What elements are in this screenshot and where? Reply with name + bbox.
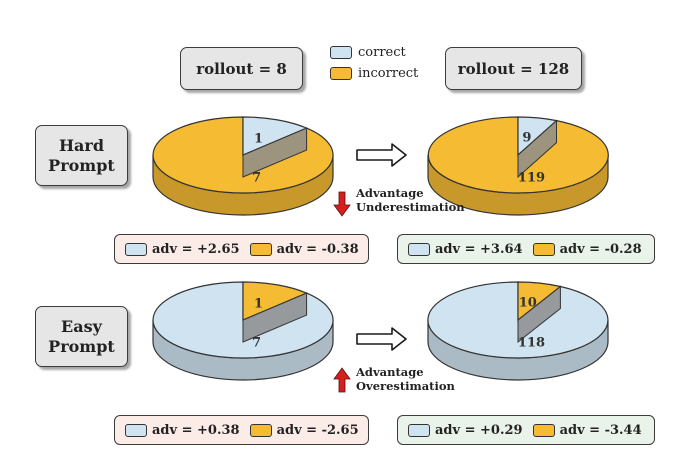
adv-box-hard-rollout-128: adv = +3.64 adv = -0.28 (397, 234, 655, 264)
pie-cut-wall (517, 285, 561, 344)
correct-swatch (330, 46, 352, 59)
adv-incorrect: adv = -0.38 (249, 241, 359, 257)
transition-arrow-icon (356, 143, 407, 167)
hard-prompt-label: Hard Prompt (35, 125, 128, 186)
legend-correct-label: correct (358, 45, 406, 60)
pie-large-count: 118 (518, 336, 545, 351)
rollout-128-header: rollout = 128 (445, 47, 582, 90)
incorrect-swatch (532, 242, 555, 256)
adv-correct-value: adv = +0.29 (435, 422, 523, 438)
adv-correct-value: adv = +3.64 (435, 241, 523, 257)
pie-cut-wall (517, 119, 557, 179)
transition-arrow-icon (356, 327, 407, 351)
adv-box-easy-rollout-128: adv = +0.29 adv = -3.44 (397, 415, 655, 445)
adv-incorrect-value: adv = -2.65 (276, 422, 359, 438)
pie-small-count: 9 (522, 131, 531, 146)
correct-swatch (408, 242, 430, 256)
legend-incorrect-label: incorrect (358, 66, 419, 81)
pie-large-count: 7 (252, 336, 261, 351)
pie-cut-wall (242, 127, 308, 178)
incorrect-swatch (249, 423, 272, 437)
legend-incorrect: incorrect (330, 66, 418, 81)
pie-small-count: 10 (519, 296, 537, 311)
pie-large-count: 7 (252, 171, 261, 186)
pie-large-count: 119 (518, 171, 545, 186)
adv-box-easy-rollout-8: adv = +0.38 adv = -2.65 (114, 415, 369, 445)
up-arrow-icon (333, 367, 351, 393)
underestimation-label: Advantage Underestimation (356, 186, 465, 215)
overestimation-label: Advantage Overestimation (356, 365, 455, 394)
incorrect-swatch (330, 67, 352, 80)
correct-swatch (408, 423, 430, 437)
adv-incorrect-value: adv = -0.38 (276, 241, 359, 257)
pie-easy-rollout-8: 17 (152, 281, 334, 381)
adv-incorrect: adv = -2.65 (249, 422, 359, 438)
adv-correct: adv = +3.64 (408, 242, 523, 257)
adv-box-hard-rollout-8: adv = +2.65 adv = -0.38 (114, 234, 369, 264)
pie-cut-wall (242, 292, 308, 343)
rollout-8-header: rollout = 8 (180, 47, 303, 90)
adv-incorrect-value: adv = -3.44 (559, 422, 642, 438)
adv-correct: adv = +0.38 (125, 423, 240, 438)
adv-incorrect-value: adv = -0.28 (559, 241, 642, 257)
pie-hard-rollout-8: 17 (152, 116, 334, 216)
legend-correct: correct (330, 45, 406, 60)
adv-incorrect: adv = -0.28 (532, 241, 642, 257)
pie-small-count: 1 (254, 296, 263, 311)
pie-easy-rollout-128: 10 118 (427, 281, 609, 381)
adv-correct: adv = +0.29 (408, 423, 523, 438)
incorrect-swatch (532, 423, 555, 437)
adv-correct-value: adv = +2.65 (152, 241, 240, 257)
down-arrow-icon (333, 191, 351, 217)
easy-prompt-label: Easy Prompt (35, 306, 128, 367)
adv-incorrect: adv = -3.44 (532, 422, 642, 438)
adv-correct-value: adv = +0.38 (152, 422, 240, 438)
correct-swatch (125, 242, 147, 256)
pie-small-slice (242, 281, 309, 321)
adv-correct: adv = +2.65 (125, 242, 240, 257)
incorrect-swatch (249, 242, 272, 256)
pie-hard-rollout-128: 9 119 (427, 116, 609, 216)
correct-swatch (125, 423, 147, 437)
pie-small-slice (242, 116, 309, 156)
pie-small-count: 1 (254, 131, 263, 146)
